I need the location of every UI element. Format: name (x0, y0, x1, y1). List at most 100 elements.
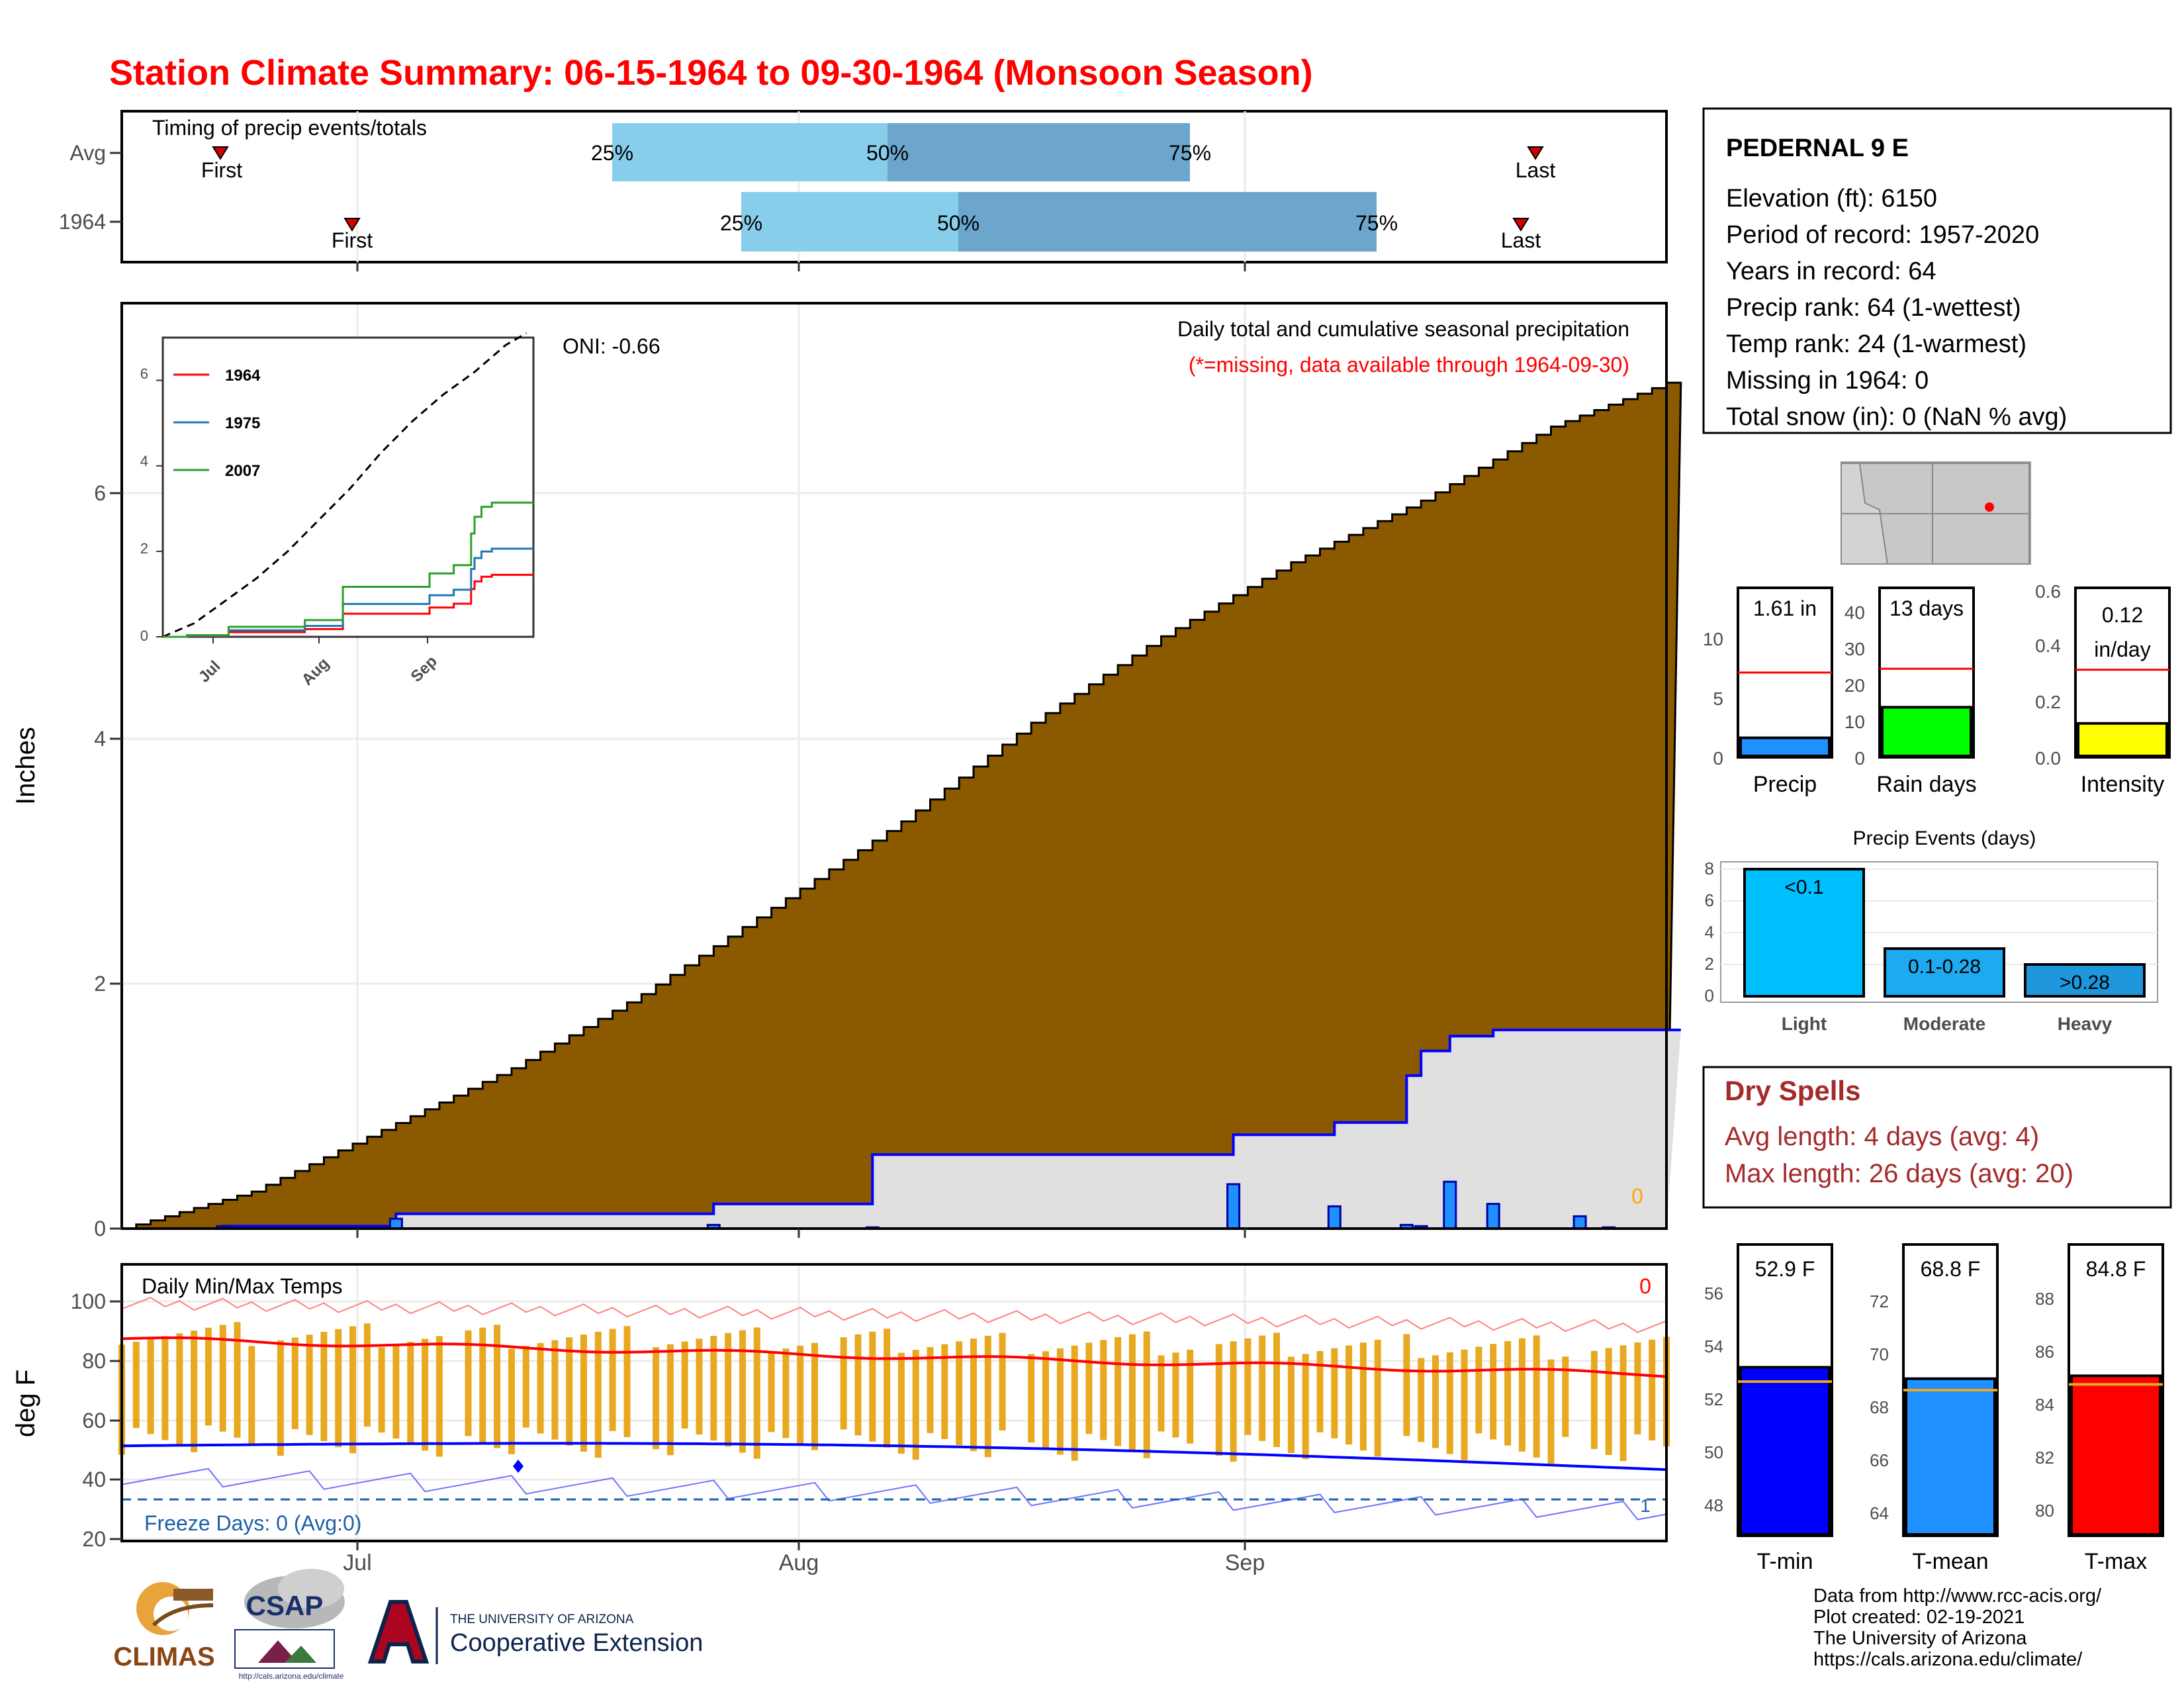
temp-summary-bar (2070, 1374, 2161, 1536)
main-ytick-0: 0 (94, 1217, 106, 1241)
dry-spells-title: Dry Spells (1725, 1075, 1860, 1106)
temp-low-count: 1 (1640, 1495, 1651, 1516)
station-line-5: Missing in 1964: 0 (1726, 367, 1929, 395)
credit-line-1: Plot created: 02-19-2021 (1813, 1607, 2025, 1628)
inset-ytick-4: 4 (140, 453, 148, 469)
yr-first-label: First (332, 228, 373, 252)
daily-temp-bar (435, 1336, 443, 1457)
daily-temp-bar (1259, 1335, 1266, 1441)
tmean-ytick-66: 66 (1870, 1450, 1889, 1470)
dry-spells-avg: Avg length: 4 days (avg: 4) (1725, 1122, 2039, 1151)
daily-temp-bar (594, 1331, 602, 1458)
temp-title: Daily Min/Max Temps (142, 1274, 342, 1298)
tmin-summary-label: T-min (1757, 1549, 1813, 1574)
tmin-summary-value: 52.9 F (1755, 1257, 1815, 1281)
daily-temp-bar (1490, 1344, 1497, 1440)
daily-temp-bar (927, 1347, 934, 1433)
daily-temp-bar (897, 1352, 905, 1454)
inset-legend-2007: 2007 (225, 462, 260, 480)
locator-map (1841, 461, 2031, 565)
daily-temp-bar (956, 1341, 963, 1445)
yr-q75-label: 75% (1355, 211, 1398, 235)
temp-ytick-80: 80 (82, 1349, 106, 1373)
daily-temp-bar (1287, 1356, 1295, 1454)
tmax-ytick-80: 80 (2035, 1501, 2054, 1521)
tmax-summary-label: T-max (2085, 1549, 2147, 1574)
daily-temp-bar (465, 1330, 472, 1436)
yr-q25-label: 25% (720, 211, 762, 235)
daily-temp-bar (205, 1327, 212, 1426)
tmax-ytick-84: 84 (2035, 1395, 2054, 1415)
daily-temp-bar (494, 1325, 501, 1448)
inset-legend-1975: 1975 (225, 414, 260, 432)
main-precip-panel: Inches 0 2 4 6 Daily total and cumulativ… (11, 302, 1682, 1241)
page-title: Station Climate Summary: 06-15-1964 to 0… (109, 53, 1313, 93)
daily-temp-bar (176, 1333, 183, 1446)
daily-temp-bar (248, 1346, 255, 1444)
daily-temp-bar (1345, 1345, 1353, 1445)
avg-first-label: First (201, 158, 242, 182)
ua-logo-top: THE UNIVERSITY OF ARIZONA (450, 1613, 634, 1626)
avg-cumulative-area (122, 381, 1682, 1230)
inset-2007-line (163, 501, 533, 638)
avg-q50-q75-bar (887, 123, 1190, 181)
timing-row-1964-label: 1964 (59, 210, 106, 234)
tmin-ytick-50: 50 (1704, 1442, 1723, 1462)
daily-temp-bar (1128, 1334, 1136, 1452)
daily-temp-bar (537, 1342, 544, 1434)
daily-temp-bar (941, 1344, 948, 1439)
tmax-ytick-82: 82 (2035, 1448, 2054, 1468)
avg-last-marker (1527, 146, 1544, 160)
inset-ytick-6: 6 (140, 365, 148, 382)
avg-min-temp-line (121, 1442, 1667, 1472)
events-ytick-8: 8 (1705, 859, 1714, 878)
summary-panel: 1.61 in 0 5 10 Precip 13 days 0 10 20 30… (1703, 581, 2171, 797)
daily-temp-bar (1649, 1339, 1656, 1440)
summary-bar (1739, 736, 1831, 757)
events-bar-label-moderate: 0.1-0.28 (1908, 956, 1981, 978)
daily-precip-bar (1226, 1183, 1241, 1230)
daily-precip-bar (388, 1217, 403, 1230)
daily-temp-bar (191, 1331, 198, 1452)
csap-logo-text: CSAP (246, 1590, 324, 1621)
daily-temp-bar (335, 1329, 342, 1448)
station-location-marker (1985, 502, 1994, 512)
daily-temp-bar (1359, 1342, 1367, 1451)
inset-chart: 0 2 4 6 Jul Aug Sep 1964 1975 2007 (140, 332, 535, 689)
precip-summary-value: 1.61 in (1753, 596, 1817, 620)
intensity-summary-value: 0.12 (2102, 603, 2143, 627)
daily-temp-bar (696, 1338, 703, 1435)
temp-summary-panel: 52.9 F 48 50 52 54 56 T-min 68.8 F 64 66… (1704, 1243, 2164, 1574)
daily-temp-bar (1432, 1355, 1439, 1448)
climas-logo-text: CLIMAS (113, 1642, 214, 1671)
avg-q50-label: 50% (866, 141, 909, 165)
daily-temp-bar (768, 1351, 775, 1432)
csap-logo: CSAP http://cals.arizona.edu/climate (234, 1569, 345, 1681)
temp-summary-bar (1739, 1366, 1831, 1536)
daily-temp-bar (1028, 1354, 1035, 1443)
raindays-ytick-10: 10 (1844, 712, 1865, 732)
credit-line-2: The University of Arizona (1813, 1628, 2027, 1649)
events-bar-label-heavy: >0.28 (2060, 972, 2110, 994)
tmax-summary-chart: 84.8 F 80 82 84 86 88 T-max (2035, 1243, 2164, 1574)
daily-temp-bar (378, 1347, 385, 1433)
daily-temp-bar (1533, 1335, 1540, 1458)
tmin-ytick-56: 56 (1704, 1284, 1723, 1303)
daily-temp-bar (551, 1340, 559, 1440)
daily-temp-bar (984, 1335, 991, 1458)
avg-last-label: Last (1516, 158, 1556, 182)
dry-spells-box: Dry Spells Avg length: 4 days (avg: 4) M… (1702, 1066, 2172, 1209)
daily-temp-bar (291, 1337, 298, 1429)
yr-last-label: Last (1501, 228, 1541, 252)
tmean-ytick-68: 68 (1870, 1397, 1889, 1417)
temp-ytick-100: 100 (71, 1289, 106, 1313)
daily-temp-bar (623, 1326, 631, 1437)
yr-last-marker (1512, 218, 1529, 232)
daily-temp-bar (392, 1344, 400, 1439)
main-ylabel: Inches (11, 727, 40, 805)
daily-temp-bar (1619, 1345, 1627, 1462)
station-line-0: Elevation (ft): 6150 (1726, 185, 1937, 212)
tmin-summary-chart: 52.9 F 48 50 52 54 56 T-min (1704, 1243, 1833, 1574)
daily-temp-bar (479, 1327, 486, 1442)
precip-ytick-10: 10 (1703, 629, 1723, 649)
